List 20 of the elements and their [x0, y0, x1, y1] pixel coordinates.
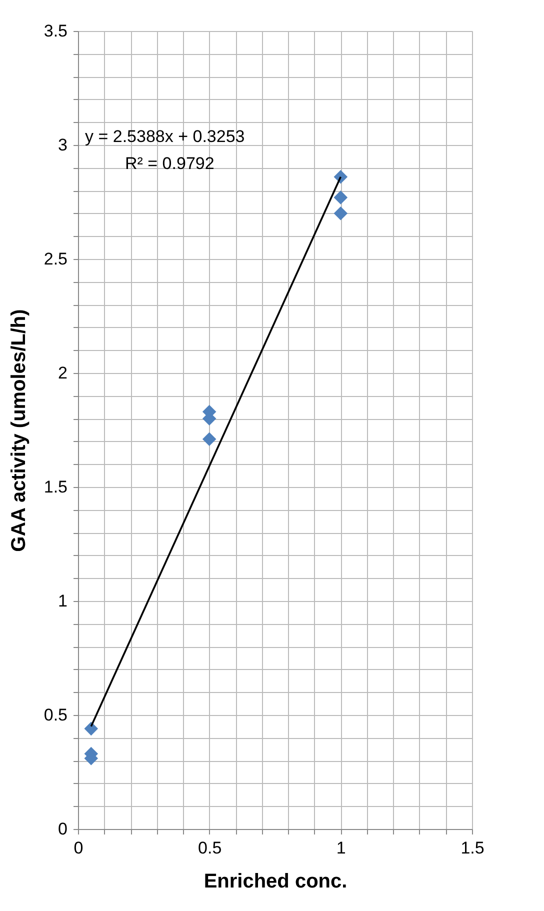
x-tick-label: 0 [74, 838, 84, 858]
y-tick-label: 2.5 [44, 250, 68, 268]
point [334, 206, 348, 220]
x-tick-label: 0.5 [198, 838, 222, 858]
y-tick-label: 2 [58, 364, 68, 382]
x-tick-label: 1.5 [460, 838, 484, 858]
y-tick-label: 1 [58, 592, 68, 610]
annotation: y = 2.5388x + 0.3253 [85, 127, 245, 146]
point [334, 190, 348, 204]
point [84, 722, 98, 736]
y-tick-label: 1.5 [44, 478, 68, 496]
y-tick-label: 0.5 [44, 706, 68, 724]
annotation: R² = 0.9792 [125, 154, 214, 173]
y-tick-label: 3.5 [44, 22, 68, 40]
y-tick-label: 3 [58, 136, 68, 154]
x-tick-label: 1 [336, 838, 346, 858]
y-axis-title: GAA activity (umoles/L/h) [8, 309, 30, 552]
x-axis-title: Enriched conc. [204, 870, 348, 892]
y-tick-label: 0 [58, 820, 68, 838]
point [202, 432, 216, 446]
